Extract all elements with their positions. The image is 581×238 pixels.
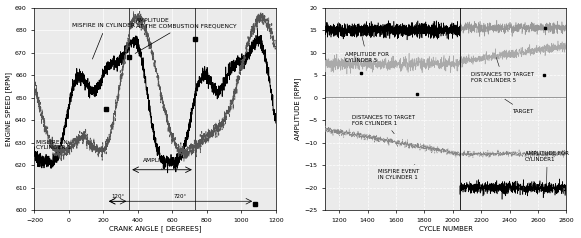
X-axis label: CRANK ANGLE [ DEGREES]: CRANK ANGLE [ DEGREES] bbox=[109, 226, 202, 233]
Text: AMPLITUDE: AMPLITUDE bbox=[143, 158, 177, 170]
Y-axis label: ENGINE SPEED [RPM]: ENGINE SPEED [RPM] bbox=[6, 72, 12, 146]
Text: AMPLITUDE
AT THE COMBUSTION FREQUENCY: AMPLITUDE AT THE COMBUSTION FREQUENCY bbox=[135, 18, 236, 54]
Text: MISFIRE IN
CYLINDER 1: MISFIRE IN CYLINDER 1 bbox=[36, 139, 71, 158]
Text: 120°: 120° bbox=[111, 194, 124, 199]
Text: MISFIRE EVENT
IN CYLINDER 1: MISFIRE EVENT IN CYLINDER 1 bbox=[378, 164, 419, 180]
Text: 720°: 720° bbox=[174, 194, 187, 199]
Text: AMPLITUDE FOR
CYLINDER1: AMPLITUDE FOR CYLINDER1 bbox=[525, 151, 569, 185]
Text: DISTANCES TO TARGET
FOR CYLINDER 5: DISTANCES TO TARGET FOR CYLINDER 5 bbox=[471, 58, 535, 83]
Text: MISFIRE IN CYLINDER 5: MISFIRE IN CYLINDER 5 bbox=[71, 23, 140, 59]
Text: DISTANCES TO TARGET
FOR CYLINDER 1: DISTANCES TO TARGET FOR CYLINDER 1 bbox=[352, 115, 415, 134]
X-axis label: CYCLE NUMBER: CYCLE NUMBER bbox=[419, 226, 473, 232]
Text: AMPLITUDE FOR
CYLINDER 5: AMPLITUDE FOR CYLINDER 5 bbox=[345, 33, 389, 63]
Text: TARGET: TARGET bbox=[505, 99, 534, 114]
Y-axis label: AMPLITUDE [RPM]: AMPLITUDE [RPM] bbox=[295, 78, 302, 140]
